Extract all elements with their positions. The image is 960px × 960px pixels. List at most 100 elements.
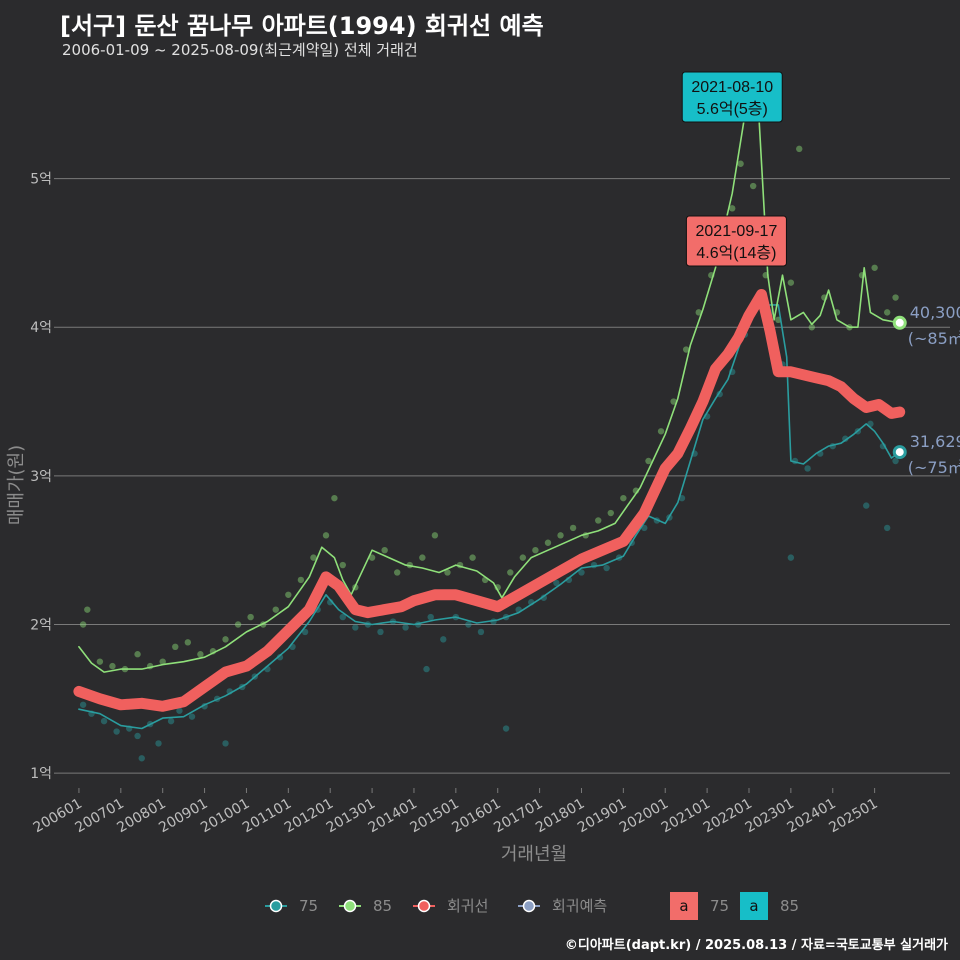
scatter-point-75 — [167, 717, 175, 725]
end-value-85: 40,300 — [910, 303, 960, 322]
scatter-point-75 — [79, 701, 87, 708]
annotations: 2021-08-10 5.6억(5층) 2021-09-17 4.6억(14층) 40,… — [681, 71, 960, 477]
callout-mid-date: 2021-09-17 — [696, 223, 778, 240]
end-value-75: 31,629 — [910, 432, 960, 451]
scatter-point-75 — [276, 654, 284, 661]
scatter-point-75 — [339, 613, 346, 621]
scatter-point-85 — [272, 606, 279, 613]
scatter-point-85 — [657, 428, 665, 435]
end-area-85: (~85㎡) — [908, 329, 960, 348]
scatter-point-75 — [540, 594, 547, 601]
scatter-point-85 — [749, 182, 757, 190]
scatter-point-85 — [607, 509, 614, 517]
scatter-point-75 — [134, 732, 141, 740]
scatter-point-85 — [620, 494, 627, 502]
axis-ticks: 1억2억3억4억5억200601200701200801200901201001… — [6, 172, 881, 865]
scatter-point-75 — [138, 755, 145, 762]
scatter-point-75 — [402, 624, 409, 631]
scatter-point-75 — [553, 579, 560, 587]
scatter-point-75 — [423, 665, 430, 673]
scatter-point-85 — [159, 658, 166, 665]
callout-top-date: 2021-08-10 — [691, 79, 773, 96]
scatter-point-75 — [427, 613, 434, 621]
legend-box-75 — [670, 892, 698, 920]
scatter-point-75 — [352, 624, 359, 631]
y-tick-label: 1억 — [30, 766, 52, 782]
scatter-point-75 — [155, 740, 162, 747]
scatter-point-85 — [285, 591, 292, 598]
scatter-point-85 — [695, 309, 702, 316]
scatter-point-85 — [297, 576, 305, 584]
y-axis-label: 매매가(원) — [6, 445, 27, 525]
legend-marker-회귀선 — [417, 899, 431, 913]
scatter-point-85 — [883, 309, 891, 316]
scatter-point-85 — [444, 569, 451, 576]
scatter-point-85 — [368, 554, 376, 561]
scatter-point-75 — [100, 717, 108, 725]
series-lines — [73, 88, 906, 730]
legend-label: 회귀선 — [447, 897, 488, 915]
scatter-point-85 — [569, 524, 577, 532]
scatter-point-85 — [871, 264, 878, 271]
y-tick-label: 5억 — [30, 172, 52, 188]
scatter-point-85 — [737, 160, 744, 167]
scatter-point-85 — [234, 621, 242, 628]
chart-title: [서구] 둔산 꿈나무 아파트(1994) 회귀선 예측 — [60, 12, 544, 40]
x-axis-label: 거래년월 — [501, 844, 567, 865]
scatter-point-75 — [578, 569, 585, 576]
scatter-point-85 — [419, 554, 426, 561]
end-area-75: (~75㎡) — [908, 458, 960, 477]
scatter-point-75 — [440, 636, 447, 643]
scatter-point-85 — [381, 546, 388, 554]
scatter-point-85 — [222, 636, 229, 643]
scatter-point-85 — [84, 606, 91, 613]
scatter-point-85 — [247, 613, 254, 621]
scatter-point-85 — [79, 621, 87, 628]
scatter-point-85 — [645, 457, 652, 465]
scatter-point-75 — [188, 713, 196, 720]
series-line-75 — [78, 299, 901, 730]
scatter-point-85 — [469, 554, 476, 561]
scatter-point-75 — [502, 725, 510, 732]
scatter-point-75 — [892, 457, 899, 465]
scatter-point-75 — [477, 628, 485, 636]
scatter-point-85 — [339, 561, 346, 569]
scatter-point-85 — [595, 517, 602, 524]
scatter-point-85 — [682, 346, 690, 353]
scatter-point-75 — [113, 728, 120, 735]
scatter-point-75 — [863, 502, 870, 509]
scatter-point-85 — [507, 569, 514, 576]
x-tick-label: 202501 — [826, 796, 880, 837]
legend-label: 85 — [373, 897, 392, 915]
legend-marker-85 — [343, 899, 357, 913]
scatter-point-75 — [842, 435, 849, 442]
legend-label: 75 — [710, 897, 729, 915]
scatter-point-75 — [465, 621, 472, 628]
y-tick-label: 4억 — [30, 320, 52, 336]
callout-top-price: 5.6억(5층) — [697, 100, 768, 118]
scatter-point-85 — [96, 658, 104, 665]
scatter-point-85 — [109, 662, 116, 670]
series-line-85 — [78, 88, 901, 673]
legend-box-glyph: a — [679, 897, 688, 915]
end-point-85 — [892, 315, 907, 330]
legend-box-glyph: a — [749, 897, 758, 915]
scatter-point-85 — [796, 145, 803, 153]
legend-box-85 — [740, 892, 768, 920]
legend-label: 회귀예측 — [552, 897, 607, 915]
scatter-point-85 — [310, 554, 317, 561]
scatter-point-85 — [557, 532, 564, 539]
scatter-point-75 — [883, 524, 891, 532]
scatter-point-75 — [222, 740, 229, 747]
end-point-75 — [892, 445, 907, 460]
legend-marker-회귀예측 — [522, 899, 536, 913]
y-tick-label: 2억 — [30, 618, 52, 634]
scatter-point-85 — [670, 398, 677, 405]
legend-label: 85 — [780, 897, 799, 915]
legend-label: 75 — [299, 897, 318, 915]
scatter-point-85 — [394, 569, 401, 576]
scatter-point-85 — [787, 279, 795, 286]
callout-top-box — [681, 71, 783, 123]
scatter-point-85 — [184, 639, 192, 646]
